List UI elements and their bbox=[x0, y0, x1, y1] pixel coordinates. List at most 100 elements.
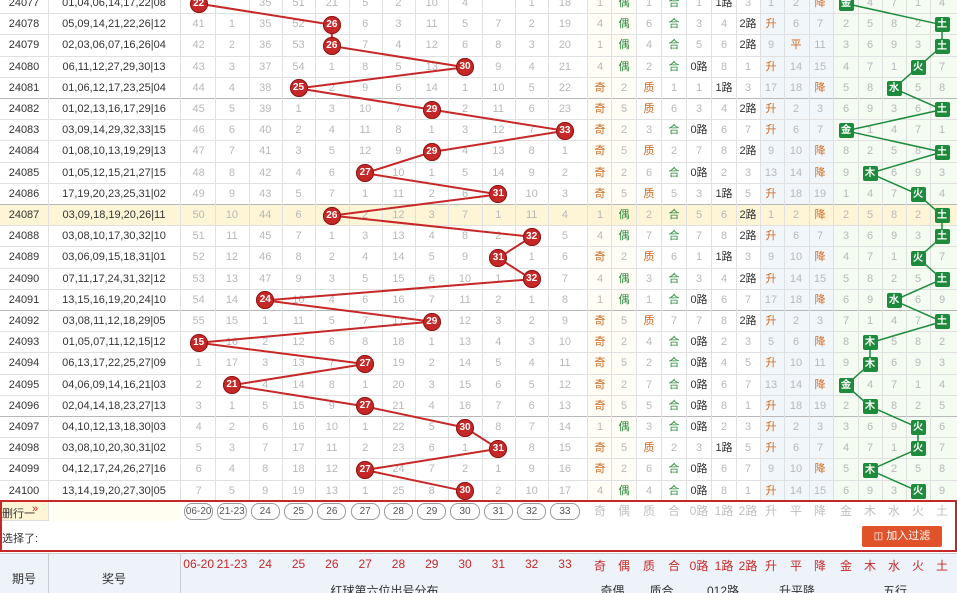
updown-cell: 19 bbox=[813, 399, 827, 412]
miss-count-cell: 38 bbox=[259, 81, 272, 94]
period-cell: 24078 bbox=[8, 18, 40, 31]
updown-cell: 17 bbox=[764, 81, 778, 94]
wuxing-miss-cell: 4 bbox=[890, 124, 898, 137]
oddeven-cell: 偶 bbox=[618, 0, 630, 9]
pick-attribute-button[interactable]: 降 bbox=[813, 504, 826, 518]
pick-attribute-button[interactable]: 质 bbox=[642, 504, 655, 518]
header-attribute-col: 升 bbox=[764, 559, 777, 573]
pick-attribute-button[interactable]: 偶 bbox=[617, 504, 630, 518]
pick-attribute-button[interactable]: 火 bbox=[911, 504, 924, 518]
add-filter-button[interactable]: ◫ 加入过滤 bbox=[862, 526, 942, 547]
miss-count-cell: 4 bbox=[228, 81, 235, 94]
pick-attribute-button[interactable]: 水 bbox=[887, 504, 900, 518]
updown-cell: 6 bbox=[792, 124, 800, 137]
row-divider bbox=[0, 204, 957, 205]
updown-cell: 升 bbox=[765, 230, 777, 243]
road-cell: 8 bbox=[720, 145, 728, 158]
pick-number-button[interactable]: 26 bbox=[317, 503, 347, 520]
header-attribute-col: 奇 bbox=[593, 559, 606, 573]
pick-number-button[interactable]: 30 bbox=[450, 503, 480, 520]
miss-count-cell: 2 bbox=[528, 18, 535, 31]
miss-count-cell: 2 bbox=[195, 378, 202, 391]
header-attribute-col: 质 bbox=[642, 559, 655, 573]
miss-count-cell: 47 bbox=[259, 272, 272, 285]
miss-count-cell: 18 bbox=[392, 336, 405, 349]
pick-number-button[interactable]: 24 bbox=[250, 503, 280, 520]
pick-number-button[interactable]: 28 bbox=[383, 503, 414, 520]
pick-number-button[interactable]: 29 bbox=[417, 503, 447, 520]
header-attribute-col: 合 bbox=[667, 559, 680, 573]
delete-row-label[interactable]: 删行一 bbox=[2, 508, 35, 520]
miss-count-cell: 2 bbox=[395, 0, 402, 9]
oddeven-cell: 2 bbox=[620, 251, 628, 264]
oddeven-cell: 1 bbox=[596, 0, 604, 9]
drawn-number-ball: 30 bbox=[456, 418, 475, 437]
prize-cell: 06,13,17,22,25,27|09 bbox=[62, 357, 166, 370]
miss-count-cell: 7 bbox=[428, 293, 435, 306]
pick-number-button[interactable]: 06-20 bbox=[184, 503, 214, 520]
row-divider bbox=[0, 55, 957, 57]
updown-cell: 9 bbox=[767, 463, 775, 476]
oddeven-cell: 奇 bbox=[594, 187, 606, 200]
miss-count-cell: 9 bbox=[328, 399, 335, 412]
road-cell: 3 bbox=[695, 187, 703, 200]
miss-count-cell: 50 bbox=[192, 209, 205, 221]
wuxing-miss-cell: 8 bbox=[938, 463, 946, 476]
miss-count-cell: 4 bbox=[428, 230, 435, 243]
road-cell: 4 bbox=[720, 18, 728, 31]
updown-cell: 13 bbox=[764, 166, 778, 179]
period-cell: 24077 bbox=[8, 0, 40, 9]
trend-segment bbox=[364, 405, 466, 429]
miss-count-cell: 1 bbox=[362, 378, 369, 391]
row-divider bbox=[0, 331, 957, 333]
pick-attribute-button[interactable]: 奇 bbox=[593, 504, 606, 518]
miss-count-cell: 3 bbox=[328, 272, 335, 285]
pick-number-button[interactable]: 21-23 bbox=[217, 503, 247, 520]
pick-attribute-button[interactable]: 合 bbox=[667, 504, 680, 518]
pick-attribute-button[interactable]: 1路 bbox=[714, 504, 734, 518]
trend-segment bbox=[198, 320, 432, 344]
miss-count-cell: 7 bbox=[528, 421, 535, 433]
pick-attribute-button[interactable]: 土 bbox=[935, 504, 948, 518]
road-cell: 7 bbox=[744, 293, 752, 306]
prize-cell: 03,08,11,12,18,29|05 bbox=[62, 315, 166, 327]
pick-attribute-button[interactable]: 0路 bbox=[689, 504, 709, 518]
chevron-down-icon[interactable]: » bbox=[32, 503, 39, 515]
wuxing-miss-cell: 8 bbox=[890, 209, 898, 221]
updown-cell: 18 bbox=[789, 293, 803, 306]
oddeven-cell: 5 bbox=[620, 315, 628, 327]
pick-attribute-button[interactable]: 升 bbox=[764, 504, 777, 518]
pick-number-button[interactable]: 31 bbox=[483, 503, 513, 520]
miss-count-cell: 1 bbox=[262, 315, 269, 327]
miss-count-cell: 2 bbox=[495, 230, 502, 243]
primecomp-cell: 1 bbox=[645, 0, 653, 9]
filter-input[interactable] bbox=[48, 502, 180, 521]
pick-attribute-button[interactable]: 金 bbox=[839, 504, 852, 518]
pick-attribute-button[interactable]: 木 bbox=[863, 504, 876, 518]
oddeven-cell: 偶 bbox=[618, 230, 630, 243]
pick-number-button[interactable]: 25 bbox=[283, 503, 314, 520]
row-divider bbox=[0, 34, 957, 36]
wuxing-trend-segment bbox=[893, 87, 943, 111]
pick-number-button[interactable]: 33 bbox=[550, 503, 580, 520]
bottom-header bbox=[0, 553, 957, 593]
pick-attribute-button[interactable]: 平 bbox=[789, 504, 802, 518]
road-cell: 0路 bbox=[690, 60, 708, 73]
wuxing-badge: 木 bbox=[862, 356, 878, 372]
pick-attribute-button[interactable]: 2路 bbox=[738, 504, 758, 518]
road-cell: 4 bbox=[720, 272, 728, 285]
miss-count-cell: 6 bbox=[528, 399, 535, 412]
miss-count-cell: 3 bbox=[195, 399, 202, 412]
pick-number-button[interactable]: 32 bbox=[517, 503, 547, 520]
wuxing-miss-cell: 2 bbox=[842, 18, 850, 31]
wuxing-trend-segment bbox=[869, 469, 919, 492]
period-cell: 24094 bbox=[8, 357, 40, 370]
pick-number-button[interactable]: 27 bbox=[350, 503, 380, 520]
primecomp-cell: 质 bbox=[643, 103, 655, 115]
column-divider bbox=[882, 0, 883, 500]
road-cell: 2 bbox=[720, 336, 728, 349]
wuxing-badge: 火 bbox=[910, 186, 926, 202]
column-divider bbox=[48, 0, 49, 500]
miss-count-cell: 6 bbox=[461, 39, 469, 52]
miss-count-cell: 7 bbox=[528, 124, 535, 137]
